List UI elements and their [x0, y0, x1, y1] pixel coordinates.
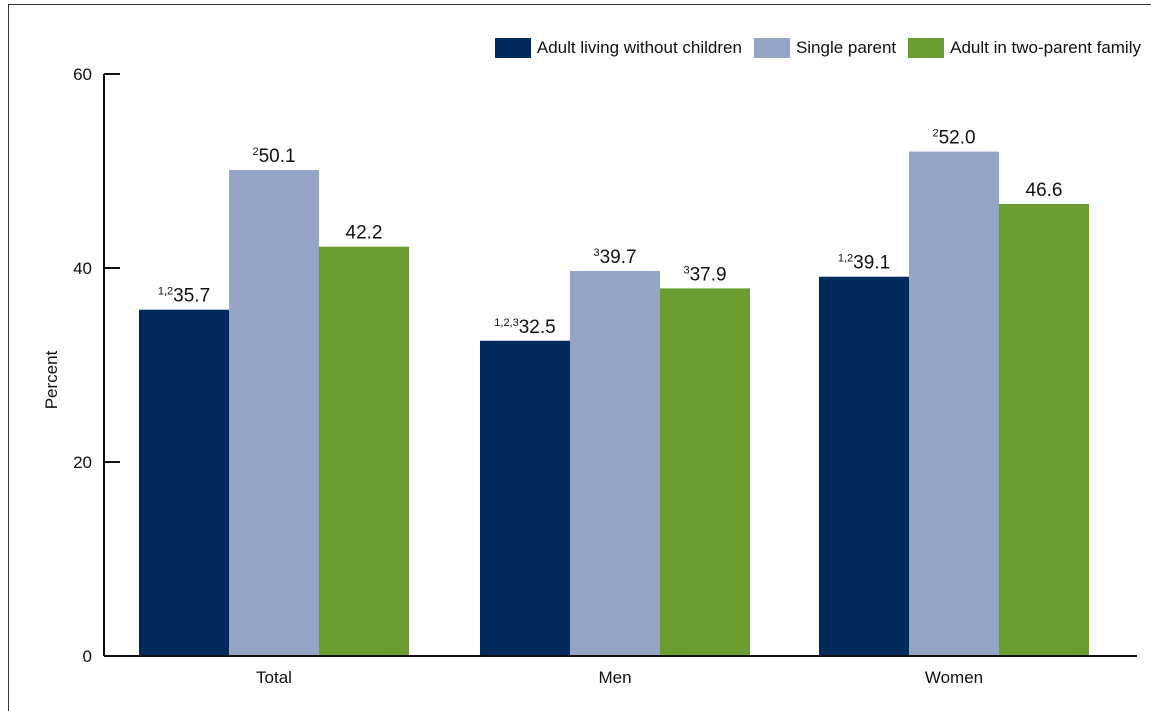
legend-swatch: [908, 38, 945, 58]
legend-item-single-parent: Single parent: [753, 38, 897, 58]
legend-label: Single parent: [795, 38, 897, 57]
x-tick-label: Men: [598, 668, 631, 687]
footnote-marker: 3: [683, 264, 689, 276]
y-tick-label: 40: [73, 259, 92, 278]
data-label: 1,239.1: [838, 253, 890, 274]
legend-swatch: [753, 38, 790, 58]
bar: [819, 276, 909, 656]
data-label: 250.1: [252, 146, 295, 167]
bar: [909, 151, 999, 656]
x-tick-label: Total: [256, 668, 292, 687]
y-tick-label: 0: [83, 647, 92, 666]
footnote-marker: 2: [932, 128, 938, 140]
data-value: 52.0: [939, 128, 976, 149]
footnote-marker: 1,2: [158, 286, 173, 298]
data-value: 37.9: [690, 264, 727, 285]
data-value: 35.7: [173, 286, 210, 307]
legend-item-adult-without-children: Adult living without children: [494, 38, 742, 58]
bar: [229, 170, 319, 656]
data-label: 1,235.7: [158, 286, 210, 307]
data-value: 39.7: [600, 247, 637, 268]
bar: [999, 203, 1089, 657]
footnote-marker: 2: [252, 146, 258, 158]
bar: [660, 288, 750, 656]
data-label: 339.7: [593, 247, 636, 268]
legend-label: Adult living without children: [536, 38, 742, 57]
y-tick-label: 20: [73, 453, 92, 472]
legend-label: Adult in two-parent family: [950, 38, 1141, 57]
bar: [570, 270, 660, 656]
data-value: 50.1: [259, 146, 296, 167]
data-value: 32.5: [519, 317, 556, 338]
bar: [319, 246, 409, 656]
footnote-marker: 1,2: [838, 253, 853, 265]
bar: [480, 340, 570, 656]
data-label: 42.2: [346, 223, 383, 244]
x-tick-label: Women: [925, 668, 983, 687]
bar: [139, 309, 229, 656]
data-label: 337.9: [683, 264, 726, 285]
footnote-marker: 3: [593, 247, 599, 259]
legend-item-two-parent-family: Adult in two-parent family: [908, 38, 1141, 58]
data-label: 252.0: [932, 128, 975, 149]
y-tick-label: 60: [73, 65, 92, 84]
data-label: 46.6: [1026, 180, 1063, 201]
data-value: 39.1: [853, 253, 890, 274]
legend: Adult living without children Single par…: [494, 38, 1141, 58]
footnote-marker: 1,2,3: [494, 317, 518, 329]
data-label: 1,2,332.5: [494, 317, 555, 338]
chart-frame: [8, 4, 1151, 711]
legend-swatch: [494, 38, 531, 58]
